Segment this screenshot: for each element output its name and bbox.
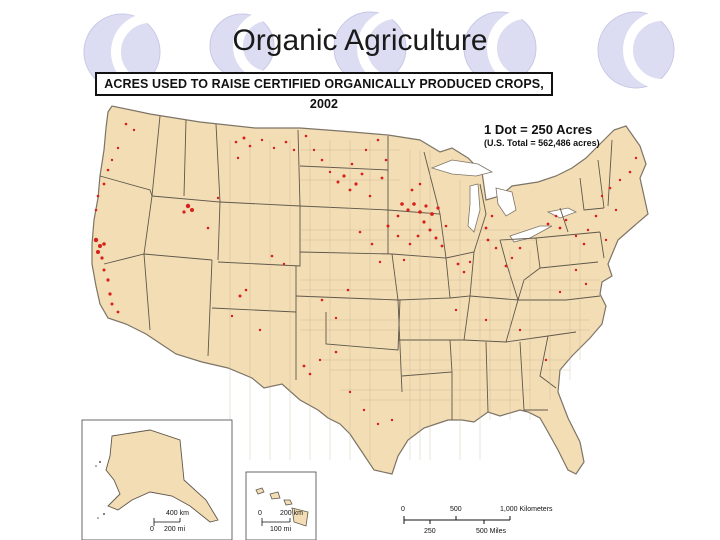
state-boundaries xyxy=(99,115,613,420)
hawaii-scale-zero: 0 xyxy=(258,510,262,517)
alaska-scale-km: 400 km xyxy=(166,510,189,517)
hawaii-islands xyxy=(255,487,309,527)
hawaii-scale-bar xyxy=(261,518,291,526)
county-boundaries xyxy=(229,140,600,460)
scale-mi-500: 500 Miles xyxy=(476,528,506,535)
main-scale-bar xyxy=(403,516,511,524)
us-total-legend: (U.S. Total = 562,486 acres) xyxy=(484,138,600,148)
map-title: ACRES USED TO RAISE CERTIFIED ORGANICALL… xyxy=(95,72,553,111)
scale-mi-250: 250 xyxy=(424,528,436,535)
alaska-landmass xyxy=(105,429,219,523)
organic-acreage-dots xyxy=(93,122,638,426)
scale-km-500: 500 xyxy=(450,506,462,513)
organic-acres-map xyxy=(81,68,649,540)
lake-erie xyxy=(509,225,553,243)
hawaii-inset-frame xyxy=(245,471,317,540)
alaska-scale-mi: 200 mi xyxy=(164,526,186,533)
lake-michigan xyxy=(467,183,481,233)
scale-km-1000: 1,000 Kilometers xyxy=(500,506,553,513)
hawaii-scale-mi: 100 mi xyxy=(270,526,292,533)
hawaii-scale-km: 200 km xyxy=(280,510,303,517)
slide-title: Organic Agriculture xyxy=(232,24,488,57)
decor-circle xyxy=(597,11,675,89)
dot-value-legend: 1 Dot = 250 Acres xyxy=(484,122,593,137)
lake-huron xyxy=(495,187,517,217)
alaska-scale-zero: 0 xyxy=(150,526,154,533)
alaska-scale-bar xyxy=(153,518,181,526)
lake-superior xyxy=(430,159,494,177)
scale-km-0: 0 xyxy=(401,506,405,513)
